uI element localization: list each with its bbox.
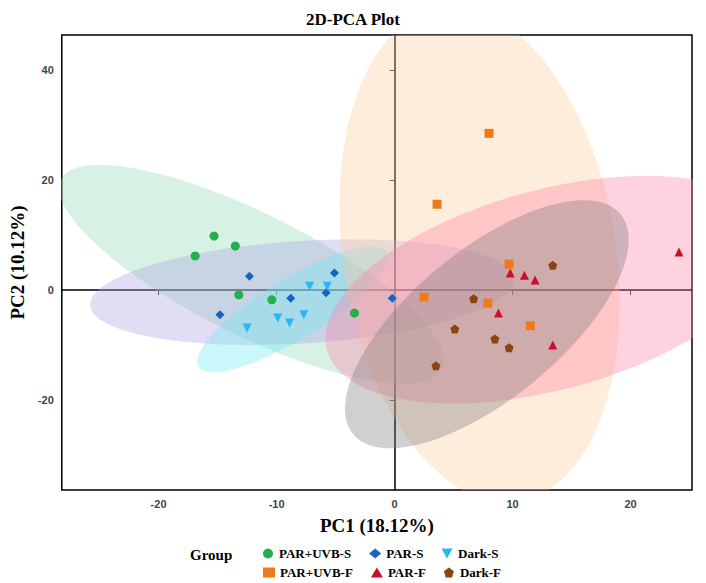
svg-text:40: 40	[42, 64, 54, 76]
svg-text:2D-PCA Plot: 2D-PCA Plot	[306, 10, 400, 29]
svg-text:Dark-F: Dark-F	[460, 565, 501, 580]
svg-text:PAR-F: PAR-F	[388, 565, 426, 580]
svg-text:PC1 (18.12%): PC1 (18.12%)	[320, 515, 434, 537]
svg-text:PAR+UVB-S: PAR+UVB-S	[279, 546, 351, 561]
svg-text:-10: -10	[269, 498, 285, 510]
svg-text:0: 0	[48, 284, 54, 296]
svg-text:10: 10	[506, 498, 518, 510]
svg-text:-20: -20	[38, 394, 54, 406]
svg-text:20: 20	[42, 174, 54, 186]
svg-text:PAR+UVB-F: PAR+UVB-F	[280, 565, 353, 580]
svg-text:Group: Group	[190, 547, 232, 563]
svg-text:20: 20	[625, 498, 637, 510]
svg-text:-20: -20	[151, 498, 167, 510]
svg-text:PAR-S: PAR-S	[386, 546, 423, 561]
svg-text:PC2 (10.12%): PC2 (10.12%)	[7, 206, 29, 320]
svg-text:Dark-S: Dark-S	[458, 546, 498, 561]
svg-text:0: 0	[392, 498, 398, 510]
